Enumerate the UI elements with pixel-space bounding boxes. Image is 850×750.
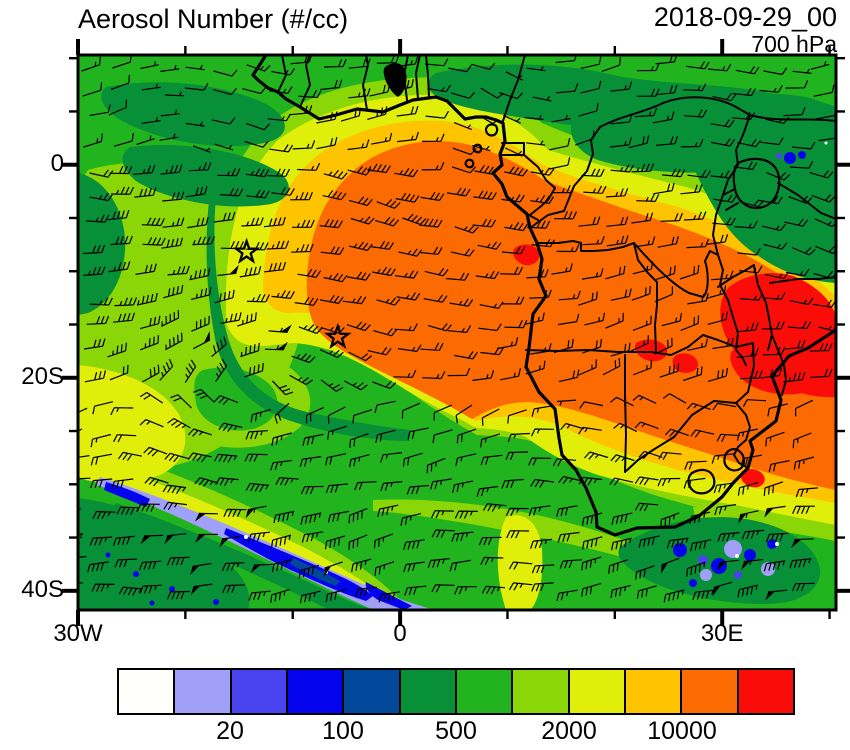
se-white-specks [775,542,779,546]
darkgreen-nw-b [122,144,289,207]
colorbar-cell [681,668,738,715]
colorbar-cell [230,668,287,715]
x-axis-tick-label: 30E [700,620,744,647]
colorbar-cell [455,668,513,715]
front-blue-a [104,482,150,507]
se-blue-spots [744,549,756,561]
x-axis-tick-label: 0 [393,620,407,647]
darkgreen-west-edge [78,173,126,315]
lakes-and-rings [464,123,781,495]
front-lavender [96,477,436,610]
se-white-specks [735,554,739,558]
sw-blue-dots [133,571,139,577]
darkgreen-nw-a [101,82,285,147]
colorbar-cell [174,668,231,715]
red-spot-south [740,468,765,488]
front-navy [290,558,340,586]
ne-white-speck [824,141,828,145]
map-frame [76,53,838,612]
x-axis-tick-label: 30W [53,620,103,647]
y-axis-tick-label: 0 [50,149,64,177]
colorbar-cell [117,668,175,715]
darkgreen-eastafrica [674,93,836,284]
orange-plume [306,141,836,490]
red-east-lower [730,348,818,395]
colorbar-tick-label: 10000 [647,717,717,745]
darkgreen-sw-corner [78,498,250,610]
sw-blue-dots [169,586,175,592]
colorbar-cell [343,668,400,715]
colorbar-tick-label: 2000 [541,717,597,745]
colorbar-cell [624,668,682,715]
darkgreen-front-lower [110,503,374,610]
se-blue-spots [767,539,777,549]
y-axis-tick-label: 20S [21,362,64,390]
wind-barbs-layer [78,55,836,604]
ne-violet-spot [776,153,782,159]
sw-blue-dots [105,552,111,558]
yellow-west-edge [78,365,186,484]
map-plot [62,39,850,626]
pressure-level-label: 700 hPa [751,31,837,57]
colorbar-cell [737,668,795,715]
colorbar-cell [568,668,625,715]
colorbar-cell [399,668,456,715]
se-lavender-spots [761,562,775,576]
red-spot-coast [513,244,540,266]
red-spot-zim-b [672,353,699,373]
ne-blue-spots [784,152,796,164]
star-marker [324,322,352,350]
map-canvas [78,55,836,610]
colorbar-cell [512,668,569,715]
se-lavender-spots [724,540,742,558]
se-blue-spots [689,579,697,587]
chart-title: Aerosol Number (#/cc) [78,4,349,34]
timestamp-label: 2018-09-29_00 [653,2,837,32]
sw-blue-dots [149,600,155,606]
ygreen-streak-south [373,499,663,567]
star-marker [232,237,261,264]
colorbar-tick-label: 500 [435,717,477,745]
colorbar-cell [286,668,344,715]
se-violet-spots [698,555,708,565]
y-axis-tick-label: 40S [21,575,64,603]
colorbar-tick-label: 20 [216,717,244,745]
front-white-specks [244,535,248,539]
ne-blue-spots [798,151,806,159]
se-violet-spots [734,571,742,579]
country-borders [277,55,836,473]
sw-blue-dots [213,599,219,605]
colorbar [117,668,795,715]
se-lavender-spots [700,569,712,581]
colorbar-tick-label: 100 [322,717,364,745]
se-blue-spots [673,543,687,557]
lake-volta [383,63,407,97]
